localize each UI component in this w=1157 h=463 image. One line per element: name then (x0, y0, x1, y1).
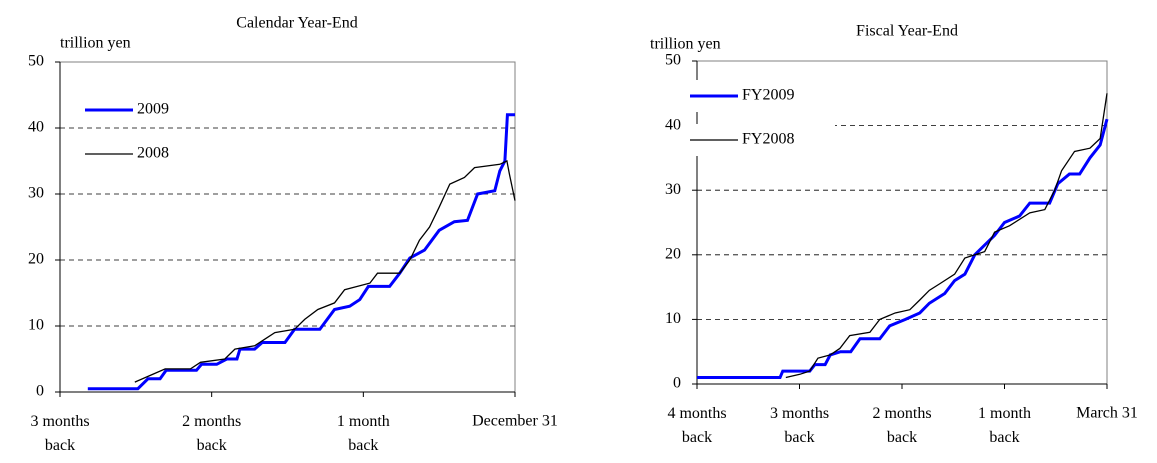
data-line (87, 113, 515, 391)
y-tick-label: 0 (673, 375, 681, 392)
chart-title: Fiscal Year-End (856, 23, 958, 40)
y-tick-label: 50 (665, 52, 681, 69)
y-tick-label: 20 (28, 251, 44, 268)
x-tick-label: 1 month back (337, 413, 390, 454)
x-tick-label: March 31 (1076, 405, 1138, 422)
legend-label: FY2009 (742, 87, 794, 104)
x-tick-label: 4 months back (667, 405, 726, 446)
data-line (785, 93, 1108, 379)
y-tick-label: 0 (36, 383, 44, 400)
x-tick-label: 2 months back (872, 405, 931, 446)
x-tick-label: December 31 (472, 413, 558, 430)
x-tick-label: 3 months back (770, 405, 829, 446)
legend-label: 2009 (137, 101, 169, 118)
data-line (134, 160, 516, 383)
x-tick-label: 2 months back (182, 413, 241, 454)
x-tick-label: 1 month back (978, 405, 1031, 446)
y-tick-label: 50 (28, 53, 44, 70)
y-tick-label: 20 (665, 245, 681, 262)
legend-label: FY2008 (742, 131, 794, 148)
x-tick-label: 3 months back (30, 413, 89, 454)
data-line (697, 118, 1109, 380)
y-tick-label: 30 (665, 181, 681, 198)
y-tick-label: 30 (28, 185, 44, 202)
chart-title: Calendar Year-End (236, 15, 357, 32)
y-tick-label: 10 (28, 317, 44, 334)
y-axis-label: trillion yen (650, 36, 721, 53)
y-axis-label: trillion yen (60, 35, 131, 52)
legend-label: 2008 (137, 145, 169, 162)
y-tick-label: 40 (28, 119, 44, 136)
y-tick-label: 40 (665, 116, 681, 133)
y-tick-label: 10 (665, 310, 681, 327)
